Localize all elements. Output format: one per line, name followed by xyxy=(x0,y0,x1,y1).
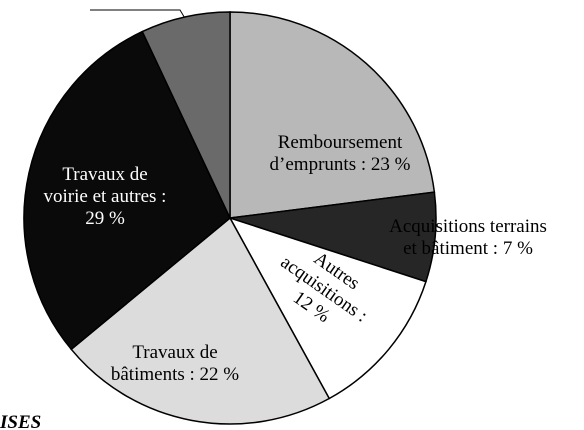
pie-slice xyxy=(23,30,231,351)
pie-slice xyxy=(141,11,231,219)
slice-label-line: d’emprunts : 23 % xyxy=(270,154,411,175)
slice-label-line: Travaux de xyxy=(62,164,147,185)
slice-label: Travaux de voirie et autres :29 % xyxy=(44,164,167,229)
slice-label-line: Remboursement xyxy=(278,132,403,153)
slice-label-line: Travaux de xyxy=(132,342,217,363)
slice-label: Travaux de bâtiments : 22 % xyxy=(111,342,239,385)
pie-slice xyxy=(229,11,436,219)
slice-label-line: bâtiments : 22 % xyxy=(111,364,239,385)
caption: ISES xyxy=(0,412,41,430)
pie-slice xyxy=(70,216,331,425)
slice-label: Acquisitions terrains et bâtiment : 7 % xyxy=(389,216,547,259)
slice-label-line: Acquisitions terrains xyxy=(389,216,547,237)
slice-label-line: 29 % xyxy=(85,208,125,229)
pie-slice xyxy=(228,216,427,400)
slice-label-line: voirie et autres : xyxy=(44,186,167,207)
slice-label-line: et bâtiment : 7 % xyxy=(403,238,533,259)
slice-label: Remboursement d’emprunts : 23 % xyxy=(270,132,411,175)
